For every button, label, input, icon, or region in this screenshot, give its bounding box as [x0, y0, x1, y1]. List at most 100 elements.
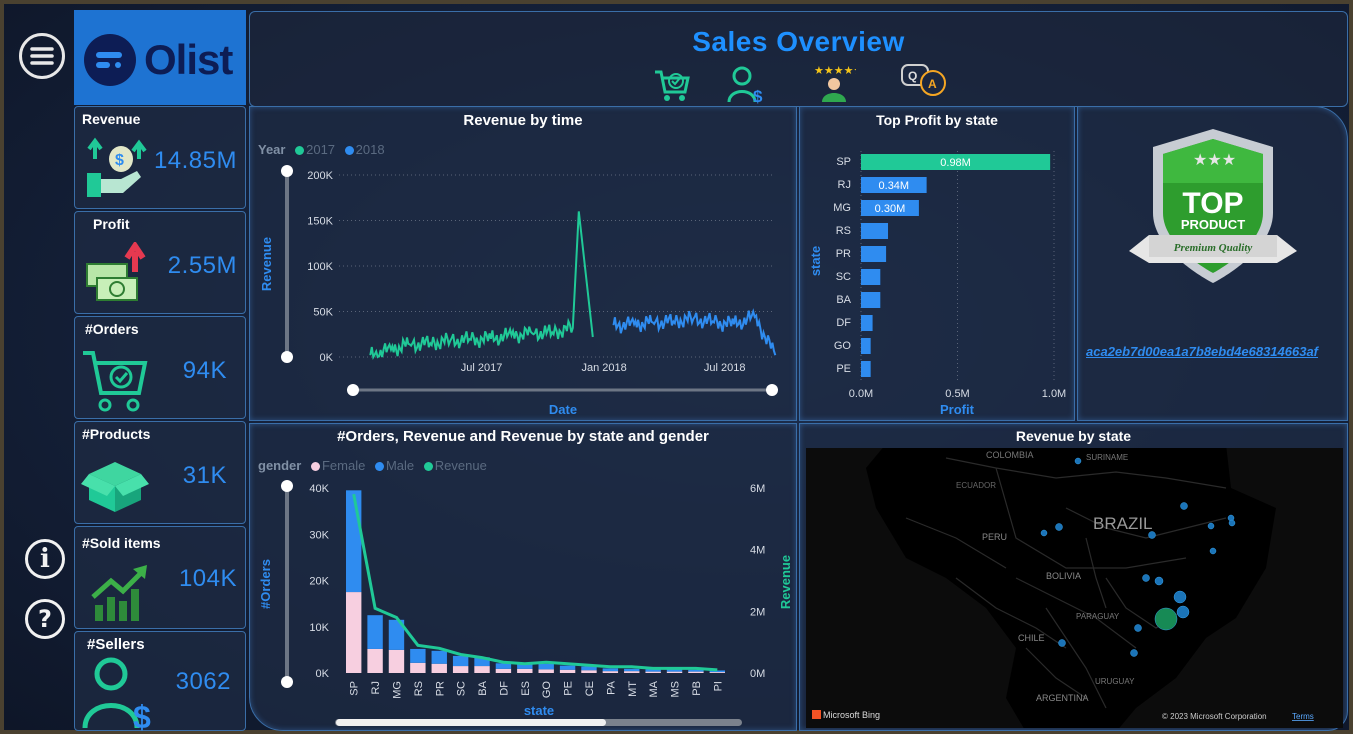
map-terms-link[interactable]: Terms	[1292, 712, 1314, 721]
map-footer-brand: Microsoft Bing	[823, 710, 880, 720]
x-tick-label: RJ	[370, 681, 382, 694]
legend-item[interactable]: Female	[321, 458, 366, 473]
revenue-by-state-map-panel[interactable]: Revenue by state COLOMBIA SURINAME ECUAD…	[799, 423, 1348, 731]
map-bubble[interactable]	[1142, 574, 1150, 582]
map-bubble[interactable]	[1074, 457, 1082, 465]
top-product-panel[interactable]: ★★★ TOP PRODUCT Premium Quality aca2eb7d…	[1077, 106, 1348, 421]
y-tick-label: PE	[836, 363, 851, 375]
x-tick-label: 1.0M	[1042, 388, 1066, 400]
bar-BA	[861, 292, 881, 308]
revenue-by-time-panel[interactable]: Revenue by time Year 2017 2018 Revenue D…	[249, 106, 797, 421]
menu-icon[interactable]	[19, 33, 65, 79]
y-slider-handle[interactable]	[281, 165, 293, 177]
y-slider-handle[interactable]	[281, 351, 293, 363]
x-tick-label: Jul 2017	[461, 362, 503, 374]
map-bubble[interactable]	[1228, 519, 1236, 527]
map-bubble[interactable]	[1173, 590, 1187, 604]
info-icon[interactable]: i	[25, 539, 65, 579]
series-line-2018	[612, 308, 777, 356]
y-slider-handle[interactable]	[281, 480, 293, 492]
cash-up-icon	[86, 242, 146, 301]
map-label: BRAZIL	[1093, 514, 1153, 533]
y-tick-label: MG	[833, 202, 851, 214]
map-label: PERU	[982, 532, 1007, 542]
bar-GO	[861, 338, 871, 354]
map-bubble[interactable]	[1180, 502, 1188, 510]
bar-male-MT	[624, 668, 640, 672]
map-bubble[interactable]	[1154, 607, 1178, 631]
kpi-card-profit[interactable]: Profit 2.55M	[74, 211, 246, 314]
customer-dollar-icon[interactable]: $	[726, 64, 766, 104]
map-bubble[interactable]	[1130, 649, 1138, 657]
bar-male-MA	[645, 669, 661, 672]
chart-legend: gender Female Male Revenue	[258, 458, 487, 473]
product-id-link[interactable]: aca2eb7d00ea1a7b8ebd4e68314663af	[1086, 344, 1319, 359]
brand-name: Olist	[144, 36, 233, 83]
map-bubble[interactable]	[1058, 639, 1066, 647]
kpi-card-sellers[interactable]: #Sellers $ 3062	[74, 631, 246, 731]
kpi-card-revenue[interactable]: Revenue $ 14.85M	[74, 106, 246, 209]
kpi-card-orders[interactable]: #Orders 94K	[74, 316, 246, 419]
top-profit-panel[interactable]: Top Profit by state state Profit 0.0M 0.5…	[799, 106, 1075, 421]
scrollbar-thumb[interactable]	[336, 719, 606, 726]
x-tick-label: RS	[413, 681, 425, 696]
bar-female-RJ	[367, 648, 383, 673]
money-hand-icon: $	[87, 137, 147, 197]
bar-MG	[861, 200, 919, 216]
kpi-card-sold-items[interactable]: #Sold items 104K	[74, 526, 246, 629]
qa-icon[interactable]: Q A	[900, 63, 950, 103]
bar-RJ	[861, 177, 927, 193]
x-axis-label: Profit	[940, 402, 975, 417]
map-bubble[interactable]	[1148, 531, 1156, 539]
legend-item[interactable]: 2017	[306, 142, 336, 157]
bar-male-PI	[709, 670, 726, 673]
orders-by-state-panel[interactable]: #Orders, Revenue and Revenue by state an…	[249, 423, 797, 731]
map-title: Revenue by state	[1015, 428, 1132, 444]
bar-male-PR	[431, 650, 447, 664]
x-slider-handle[interactable]	[766, 384, 778, 396]
legend-item[interactable]: Revenue	[434, 458, 487, 473]
cart-check-icon[interactable]	[652, 64, 692, 104]
map-bubble[interactable]	[1055, 523, 1063, 531]
x-tick-label: CE	[584, 681, 596, 696]
y-tick-label: BA	[836, 294, 851, 306]
help-icon[interactable]: ?	[25, 599, 65, 639]
map-bubble[interactable]	[1176, 605, 1190, 619]
chart-title: Top Profit by state	[876, 112, 998, 128]
map-bubble[interactable]	[1207, 522, 1215, 530]
data-label: 0.98M	[940, 157, 971, 169]
kpi-card-products[interactable]: #Products 31K	[74, 421, 246, 524]
map-canvas[interactable]: COLOMBIA SURINAME ECUADOR PERU BRAZIL BO…	[806, 448, 1343, 728]
legend-item[interactable]: 2018	[355, 142, 385, 157]
x-tick-label: SC	[456, 681, 468, 696]
bar-male-RS	[410, 648, 426, 663]
y-slider-handle[interactable]	[281, 676, 293, 688]
map-bubble[interactable]	[1154, 576, 1164, 586]
growth-chart-icon	[91, 565, 147, 621]
y-tick-label: 10K	[309, 622, 329, 634]
bar-male-SP	[345, 490, 362, 593]
svg-text:$: $	[115, 152, 124, 169]
bar-male-SC	[452, 655, 469, 667]
map-bubble[interactable]	[1040, 529, 1048, 537]
cart-icon	[83, 351, 148, 412]
y-tick-label: SC	[836, 271, 851, 283]
map-bubble[interactable]	[1134, 624, 1142, 632]
map-label: ARGENTINA	[1036, 693, 1089, 703]
rating-stars-icon[interactable]: ★★★★★	[812, 62, 856, 102]
y-tick-label: RJ	[838, 179, 851, 191]
y-tick-label: SP	[836, 156, 851, 168]
map-bubble[interactable]	[1209, 547, 1217, 555]
y2-tick-label: 6M	[750, 483, 765, 495]
bar-male-MG	[388, 619, 405, 650]
kpi-value: 94K	[182, 357, 227, 384]
bar-RS	[861, 223, 889, 239]
kpi-value: 104K	[178, 565, 237, 592]
x-tick-label: Jan 2018	[582, 362, 627, 374]
x-slider-handle[interactable]	[347, 384, 359, 396]
svg-text:$: $	[753, 87, 763, 104]
bar-male-RJ	[367, 615, 383, 649]
bar-female-SP	[345, 592, 362, 673]
bar-female-GO	[538, 669, 554, 673]
legend-item[interactable]: Male	[385, 458, 415, 473]
